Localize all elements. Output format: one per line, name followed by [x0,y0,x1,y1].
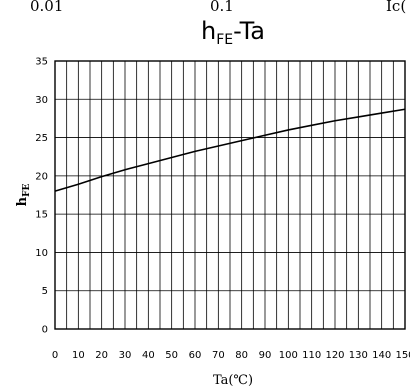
y-axis-label-main: h [15,196,30,206]
x-tick-label: 100 [279,350,298,361]
y-tick-labels: 0 5 10 15 20 25 30 35 [35,57,48,336]
x-tick-label: 30 [119,350,132,361]
x-tick-label: 130 [349,350,368,361]
y-tick-label: 20 [35,171,48,182]
y-tick-label: 10 [35,248,48,259]
x-tick-label: 0 [52,350,58,361]
x-tick-label: 60 [189,350,202,361]
x-tick-label: 110 [302,350,321,361]
chart-title-subscript: FE [216,32,233,48]
series-line-hfe [54,108,406,192]
x-tick-label: 80 [235,350,248,361]
chart-title-suffix: -Ta [233,17,265,45]
x-tick-label: 140 [372,350,391,361]
x-tick-label: 90 [259,350,272,361]
x-tick-labels: 0 10 20 30 40 50 60 70 80 90 100 110 120 130 140 150 [52,350,410,361]
y-tick-label: 25 [35,133,48,144]
x-tick-label: 40 [142,350,155,361]
y-tick-label: 5 [42,286,48,297]
y-tick-label: 35 [35,57,48,68]
chart-title: hFE-Ta [201,17,265,48]
y-axis-label: hFE [15,184,32,207]
x-tick-label: 10 [72,350,85,361]
plot-frame [54,60,406,330]
y-tick-label: 15 [35,210,48,221]
chart-title-main: h [201,17,216,45]
x-axis-label: Ta(℃) [213,373,253,388]
y-tick-label: 30 [35,95,48,106]
x-tick-label: 70 [212,350,225,361]
x-tick-label: 50 [165,350,178,361]
x-tick-label: 150 [395,350,410,361]
header-fragment-left: 0.01 [30,0,63,15]
x-tick-label: 120 [325,350,344,361]
y-axis-label-subscript: FE [22,184,32,197]
header-fragment-right: Ic( [386,0,406,15]
y-tick-label: 0 [42,325,48,336]
grid-lines [55,61,405,329]
header-fragment-center: 0.1 [210,0,234,15]
x-tick-label: 20 [95,350,108,361]
